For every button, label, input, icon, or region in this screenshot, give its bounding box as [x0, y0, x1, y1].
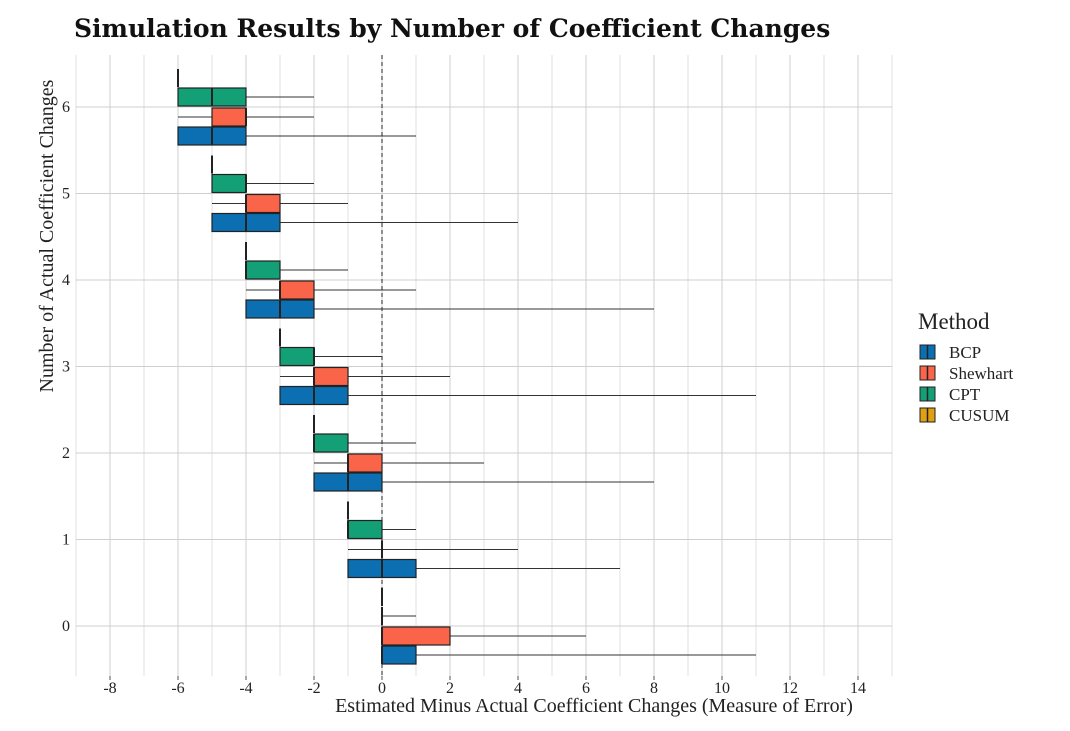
legend-item-cpt: CPT [919, 385, 981, 404]
plot-area [177, 69, 756, 665]
box [211, 173, 247, 194]
box [245, 260, 281, 280]
box [313, 433, 349, 453]
legend-label: BCP [949, 343, 981, 362]
x-tick-label: 12 [782, 680, 798, 697]
y-axis-title: Number of Actual Coefficient Changes [36, 79, 58, 392]
x-tick-label: 8 [650, 680, 658, 697]
x-axis-title: Estimated Minus Actual Coefficient Chang… [335, 695, 853, 717]
box [381, 626, 451, 646]
legend-label: Shewhart [949, 364, 1013, 383]
grid [75, 55, 893, 676]
x-tick-label: 10 [714, 680, 730, 697]
series-shewhart [178, 107, 586, 646]
box [211, 107, 247, 127]
legend-label: CUSUM [949, 406, 1009, 425]
legend: Method BCP Shewhart CPT CUSUM [918, 309, 1013, 425]
y-tick-label: 2 [62, 445, 70, 462]
x-tick-label: 6 [582, 680, 590, 697]
box [279, 346, 315, 367]
box [347, 519, 383, 540]
series-cpt [177, 87, 416, 625]
x-tick-label: -4 [239, 680, 252, 697]
series-cusum [177, 69, 383, 606]
legend-label: CPT [949, 385, 981, 404]
box [279, 280, 315, 300]
legend-title: Method [918, 309, 990, 334]
legend-item-bcp: BCP [919, 343, 981, 362]
y-tick-label: 0 [62, 618, 70, 635]
legend-item-cusum: CUSUM [919, 406, 1009, 425]
x-tick-label: -8 [103, 680, 116, 697]
box [245, 193, 281, 214]
series-bcp [177, 126, 756, 665]
x-tick-label: 4 [514, 680, 522, 697]
box [313, 366, 349, 387]
y-tick-label: 3 [62, 359, 70, 376]
y-tick-label: 5 [62, 186, 70, 203]
box [347, 453, 383, 473]
chart-title: Simulation Results by Number of Coeffici… [74, 14, 830, 43]
x-tick-label: -2 [307, 680, 320, 697]
x-tick-label: 2 [446, 680, 454, 697]
box [381, 645, 417, 665]
y-tick-label: 1 [62, 532, 70, 549]
y-tick-label: 6 [62, 99, 70, 116]
y-tick-label: 4 [62, 272, 70, 289]
legend-item-shewhart: Shewhart [919, 364, 1013, 383]
x-tick-label: -6 [171, 680, 184, 697]
x-tick-label: 0 [378, 680, 386, 697]
x-tick-label: 14 [850, 680, 866, 697]
